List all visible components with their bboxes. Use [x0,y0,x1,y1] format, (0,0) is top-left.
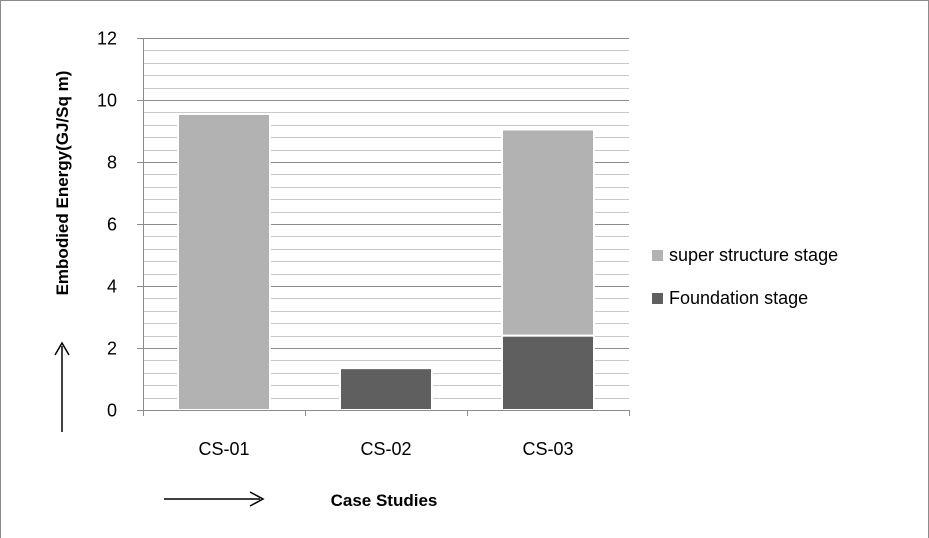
bars-group [177,112,595,412]
x-axis-arrow-icon [164,491,265,507]
legend-swatch [652,293,663,304]
bar-cs-03-super-structure-stage [501,128,595,337]
y-tick-label: 12 [97,29,117,49]
x-category-label: CS-03 [522,439,573,459]
legend-label: super structure stage [669,245,838,265]
x-category-label: CS-02 [360,439,411,459]
y-tick-labels: 0 2 4 6 8 10 12 [97,29,143,421]
legend-label: Foundation stage [669,288,808,308]
legend-swatch [652,250,663,261]
y-tick-label: 6 [107,215,117,235]
y-axis-title: Embodied Energy(GJ/Sq m) [53,71,72,296]
bar-cs-03-foundation-stage [501,334,595,412]
x-category-labels: CS-01 CS-02 CS-03 [143,410,630,459]
y-tick-label: 0 [107,401,117,421]
bar-cs-01-super-structure-stage [177,112,271,411]
bar-cs-02-foundation-stage [339,367,433,411]
y-tick-label: 8 [107,153,117,173]
legend: super structure stage Foundation stage [652,245,838,308]
y-tick-label: 4 [107,277,117,297]
y-axis-arrow-icon [54,341,70,432]
x-axis-title: Case Studies [331,491,438,510]
y-tick-label: 10 [97,91,117,111]
x-category-label: CS-01 [198,439,249,459]
y-tick-label: 2 [107,339,117,359]
